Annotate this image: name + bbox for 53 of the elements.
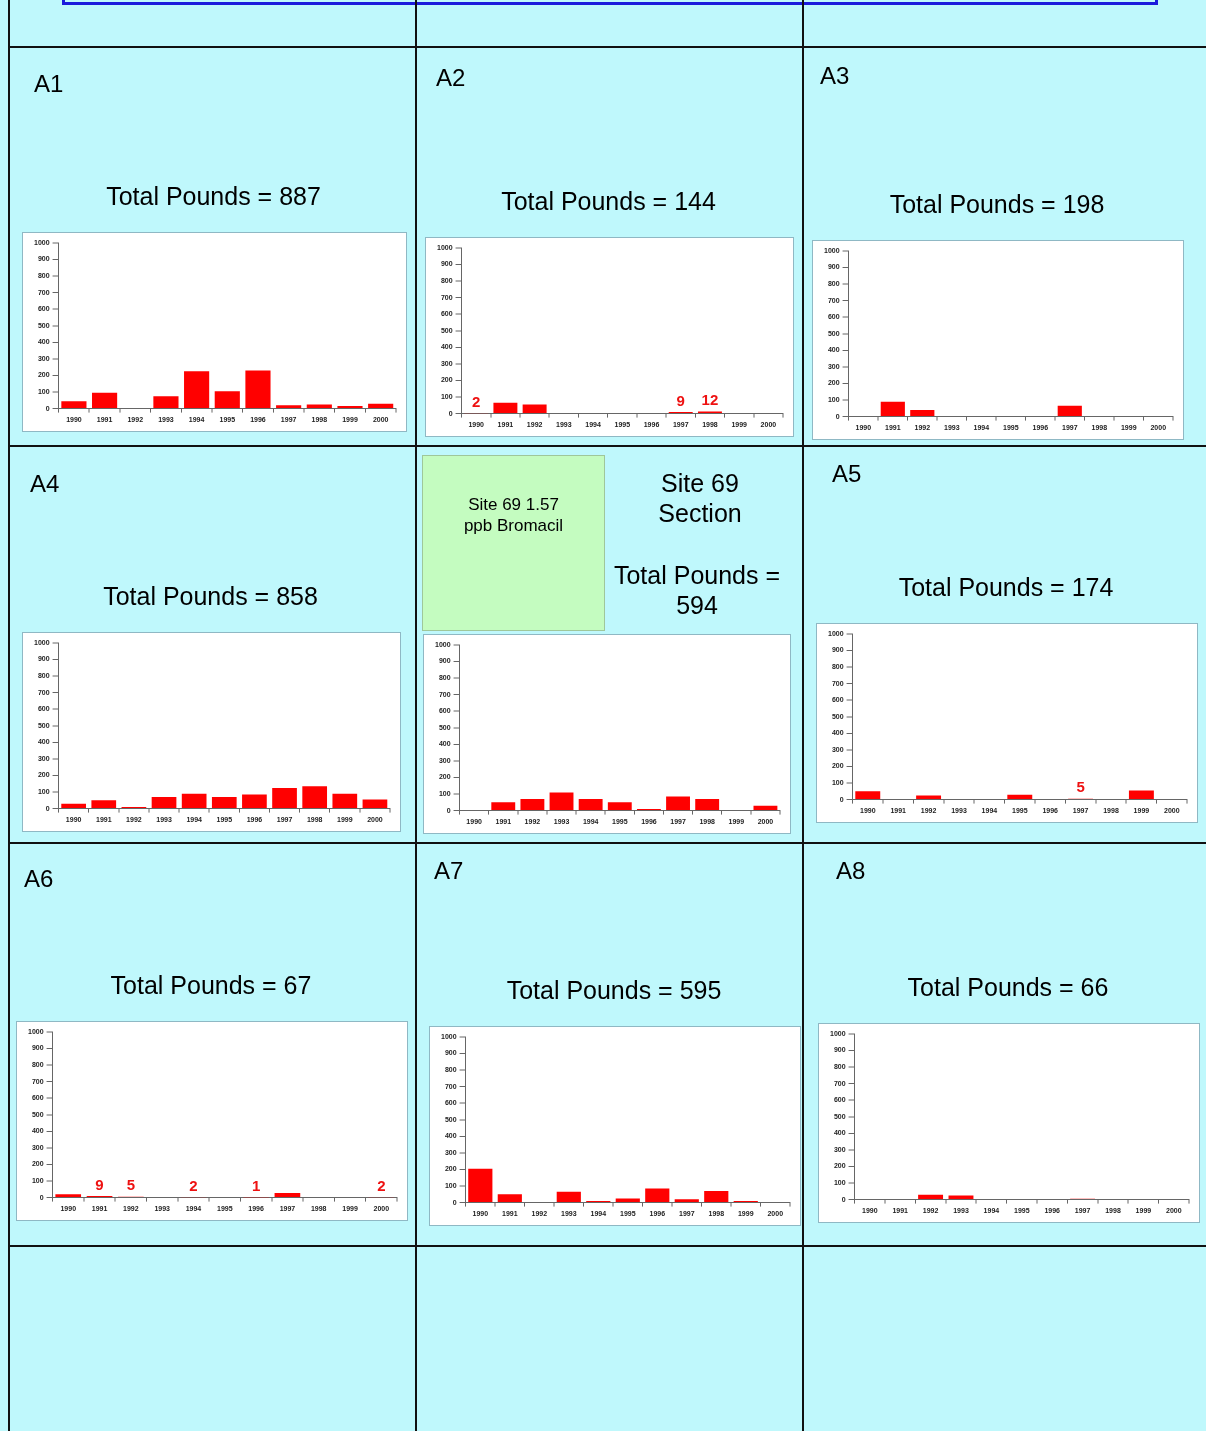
bar <box>181 793 207 809</box>
data-label: 2 <box>472 392 481 410</box>
chart-subtitle: Total Pounds = 66 <box>906 973 1110 1002</box>
bar <box>332 793 358 809</box>
bar <box>91 800 117 809</box>
chart-subtitle: Total Pounds = 174 <box>897 573 1115 602</box>
text: Site 69 1.57 ppb Bromacil <box>422 455 605 631</box>
bar <box>61 401 87 409</box>
chart-title: Site 69 Section <box>657 468 743 528</box>
bar <box>245 370 271 409</box>
bar <box>184 371 210 409</box>
chart-subtitle: Total Pounds = 594 <box>612 560 782 620</box>
bar <box>468 1168 493 1203</box>
bar <box>556 1191 581 1203</box>
chart-subtitle: Total Pounds = 887 <box>105 182 322 211</box>
data-label: 2 <box>377 1176 386 1194</box>
chart-title: A4 <box>30 470 60 498</box>
bar <box>645 1188 670 1203</box>
bar <box>704 1191 729 1203</box>
bar <box>242 794 267 809</box>
bar <box>362 799 388 809</box>
chart-title: A6 <box>24 865 54 893</box>
bar <box>615 1198 640 1203</box>
chart-subtitle: Total Pounds = 144 <box>500 187 717 216</box>
chart-subtitle: Total Pounds = 198 <box>888 190 1106 219</box>
chart-subtitle: Total Pounds = 595 <box>505 976 723 1005</box>
data-label: 12 <box>701 391 719 409</box>
chart-title: A7 <box>434 857 464 885</box>
bar <box>302 786 328 809</box>
bar <box>674 1199 699 1203</box>
data-label: 9 <box>95 1175 104 1193</box>
data-label: 1 <box>251 1177 261 1195</box>
bar <box>92 392 118 409</box>
bar <box>497 1194 522 1203</box>
chart-title: A5 <box>832 460 862 488</box>
chart-title: A3 <box>820 62 850 90</box>
data-label: 9 <box>676 391 685 409</box>
bar <box>61 803 86 809</box>
bar <box>306 404 332 409</box>
bar <box>153 396 179 409</box>
bar <box>214 391 240 409</box>
bar <box>211 797 237 809</box>
chart-subtitle: Total Pounds = 67 <box>109 971 313 1000</box>
chart-title: A2 <box>436 64 466 92</box>
chart-title: A1 <box>34 70 64 98</box>
bar <box>272 787 297 809</box>
chart-title: A8 <box>836 857 866 885</box>
data-label: 2 <box>189 1176 198 1194</box>
bar <box>276 405 302 409</box>
bar <box>151 797 177 809</box>
data-label: 5 <box>126 1176 136 1194</box>
data-label: 5 <box>1076 778 1085 796</box>
chart-subtitle: Total Pounds = 858 <box>102 582 319 611</box>
